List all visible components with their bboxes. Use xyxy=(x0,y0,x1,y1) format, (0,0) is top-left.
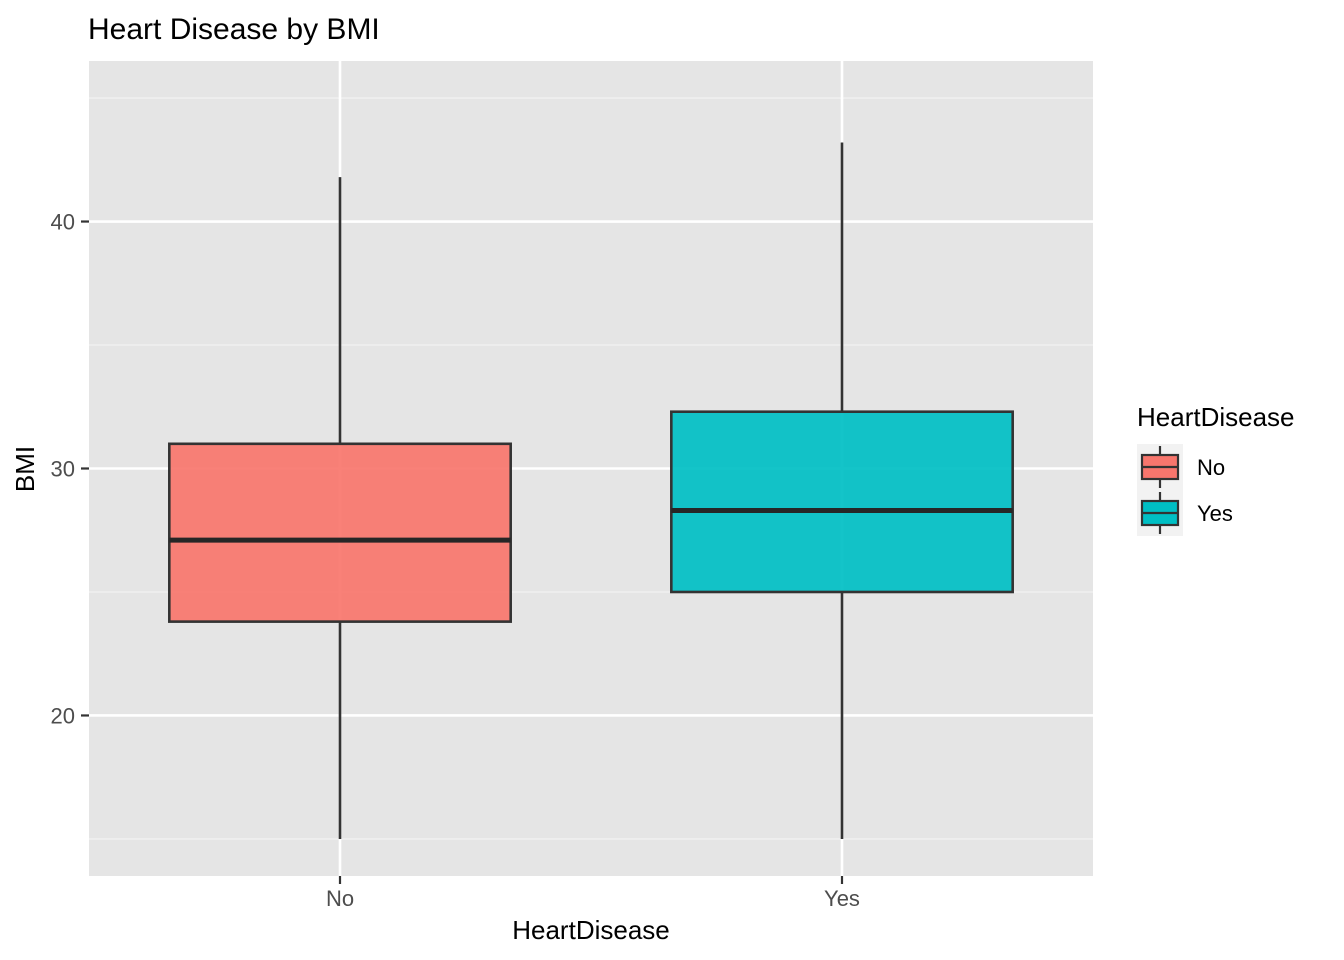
legend-label: Yes xyxy=(1197,501,1233,526)
box-yes xyxy=(670,142,1014,839)
chart-title: Heart Disease by BMI xyxy=(88,13,380,46)
legend-label: No xyxy=(1197,455,1225,480)
x-tick-label: Yes xyxy=(824,886,860,911)
y-axis-label: BMI xyxy=(10,446,40,492)
box-iqr xyxy=(168,442,512,623)
box-iqr xyxy=(670,410,1014,594)
legend-key-no: No xyxy=(1137,444,1225,490)
legend-keys: No Yes xyxy=(1137,444,1233,536)
legend: HeartDisease No Yes xyxy=(1137,402,1295,536)
legend-title: HeartDisease xyxy=(1137,402,1295,432)
x-axis-label: HeartDisease xyxy=(512,915,670,945)
x-tick-label: No xyxy=(326,886,354,911)
legend-key-yes: Yes xyxy=(1137,490,1233,536)
y-tick-label: 20 xyxy=(51,703,75,728)
y-tick-label: 40 xyxy=(51,210,75,235)
box-layer xyxy=(168,142,1014,839)
axes: 20 30 40 No Yes xyxy=(51,210,860,911)
y-tick-label: 30 xyxy=(51,457,75,482)
box-no xyxy=(168,177,512,839)
